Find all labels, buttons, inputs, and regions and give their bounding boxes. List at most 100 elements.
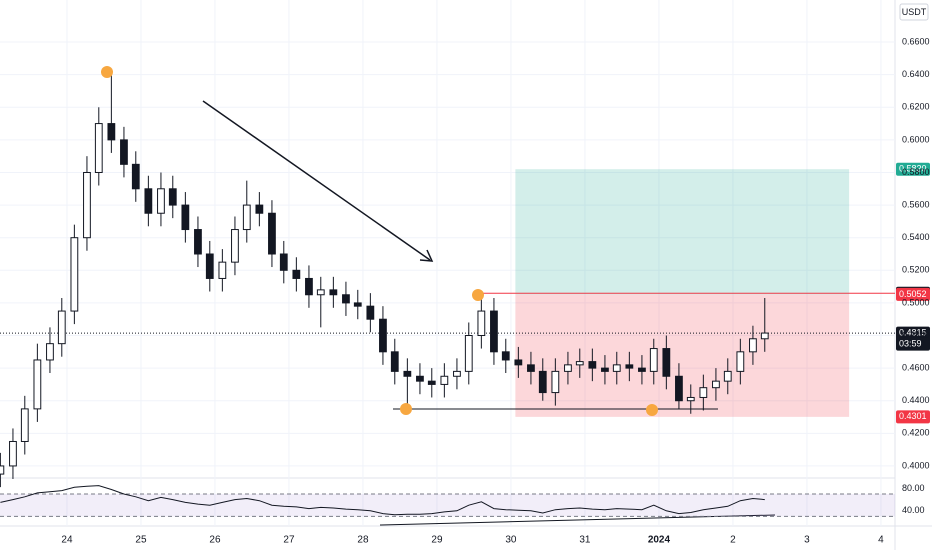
arrow-head: [419, 249, 434, 262]
rsi-line: [0, 485, 765, 516]
y-tick-label: 0.6200: [902, 102, 930, 112]
candle-body: [181, 204, 190, 231]
candle-body: [83, 171, 91, 239]
candle-body: [366, 305, 375, 320]
candle-body: [144, 188, 153, 214]
candle-body: [316, 289, 325, 296]
candle-body: [131, 163, 140, 190]
x-tick-label: 27: [283, 535, 295, 546]
countdown: 03:59: [899, 338, 922, 348]
candle-body: [390, 351, 399, 372]
y-tick-label: 0.5000: [902, 297, 930, 307]
candle-body: [638, 367, 646, 372]
y-tick-label: 0.4200: [902, 428, 930, 438]
x-tick-label: 29: [431, 535, 443, 546]
y-tick-label: 0.4600: [902, 362, 930, 372]
marker: [101, 66, 113, 78]
grid: [0, 0, 895, 526]
candle-body: [9, 440, 17, 467]
y-tick-label: 0.5200: [902, 265, 930, 275]
candle-body: [723, 370, 732, 382]
rsi-tick-label: 40.00: [902, 505, 925, 515]
candle-body: [564, 364, 572, 372]
candle-body: [736, 351, 745, 372]
trend-arrow: [202, 100, 431, 261]
candle-body: [527, 364, 535, 372]
price-tag-label: 0.4301: [899, 411, 927, 421]
candle-body: [329, 289, 338, 296]
candle-body: [255, 204, 264, 214]
candle-body: [686, 396, 695, 402]
x-tick-label: 24: [61, 535, 73, 546]
candle-body: [242, 204, 251, 231]
candle-body: [292, 269, 301, 279]
candle-body: [403, 370, 412, 377]
price-tag: [896, 326, 930, 351]
candle-body: [194, 229, 202, 255]
candle-body: [168, 188, 177, 206]
x-tick-label: 25: [135, 535, 147, 546]
candle-body: [33, 359, 42, 410]
candle-body: [625, 364, 634, 369]
y-tick-label: 0.4800: [902, 330, 930, 340]
candle-body: [205, 253, 214, 279]
candle-body: [157, 188, 165, 214]
candle-body: [416, 375, 424, 382]
candle-body: [70, 237, 79, 312]
candle-body: [588, 361, 597, 369]
candle-body: [353, 302, 362, 307]
candle-body: [120, 139, 128, 165]
candle-body: [279, 253, 288, 271]
price-tag: [896, 410, 930, 424]
currency: USDT: [902, 7, 927, 17]
x-tick-label: 28: [357, 535, 369, 546]
candle-body: [612, 364, 621, 372]
candle-body: [20, 408, 29, 442]
y-tick-label: 0.6600: [902, 36, 930, 46]
currency-box: [899, 3, 929, 21]
y-tick-label: 0.5800: [902, 167, 930, 177]
y-tick-label: 0.6400: [902, 69, 930, 79]
price-tag-label: 0.4815: [899, 327, 927, 337]
candle-body: [601, 367, 609, 372]
y-tick-label: 0.5400: [902, 232, 930, 242]
candle-body: [538, 370, 547, 394]
x-tick-label: 2: [730, 535, 736, 546]
candle-body: [551, 370, 560, 394]
target-zone: [515, 169, 850, 295]
y-tick-label: 0.4400: [902, 395, 930, 405]
candle-body: [0, 465, 5, 475]
candle-body: [749, 338, 757, 353]
marker: [472, 289, 484, 301]
candle-body: [305, 277, 313, 296]
price-tag-label: 0.5820: [899, 164, 927, 174]
candle-body: [675, 375, 683, 402]
x-tick-label: 26: [209, 535, 221, 546]
x-tick-label: 3: [804, 535, 810, 546]
rsi-band: [0, 494, 895, 517]
x-tick-label: 31: [579, 535, 591, 546]
candle-body: [760, 332, 769, 340]
candles: [0, 74, 769, 488]
x-tick-label: 4: [878, 535, 884, 546]
candle-body: [575, 361, 584, 366]
candle-body: [57, 310, 66, 345]
candle-body: [490, 310, 498, 353]
candle-body: [699, 387, 708, 398]
candle-body: [427, 380, 436, 385]
candle-body: [268, 212, 276, 255]
candle-body: [662, 348, 671, 377]
candle-body: [649, 348, 658, 372]
candle-body: [231, 229, 239, 263]
candle-body: [46, 343, 54, 361]
candle-body: [107, 123, 116, 141]
y-tick-label: 0.6000: [902, 134, 930, 144]
position-box: [0, 169, 895, 417]
price-tag: [896, 162, 930, 176]
candle-body: [464, 335, 473, 372]
marker: [646, 404, 658, 416]
rsi-tick-label: 80.00: [902, 483, 925, 493]
